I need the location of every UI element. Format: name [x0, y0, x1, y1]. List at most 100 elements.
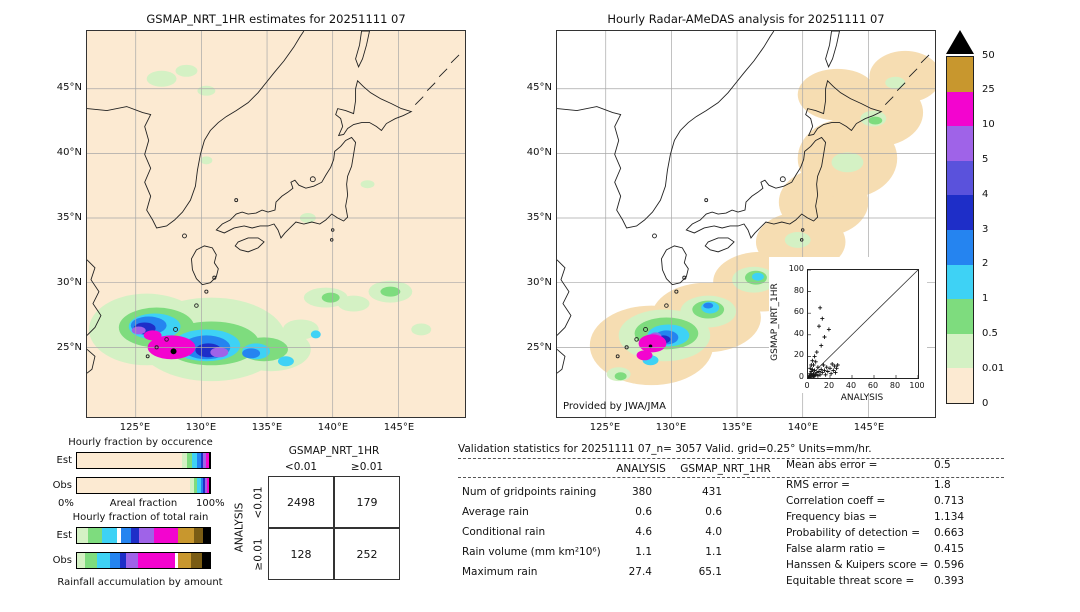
contingency-cell: 252 — [334, 528, 400, 580]
lon-tick-label: 135°E — [251, 422, 283, 433]
inset-x-tick: 40 — [845, 381, 857, 390]
bar-segment — [192, 453, 197, 468]
colorbar-label: 0.01 — [982, 363, 1005, 374]
validation-gsmap-value: 65.1 — [698, 566, 722, 578]
score-line: Frequency bias = 1.134 — [786, 511, 964, 524]
score-line: Mean abs error = 0.5 — [786, 459, 951, 472]
colorbar-label: 5 — [982, 154, 989, 165]
bar-segment — [191, 553, 202, 568]
score-label: False alarm ratio = — [786, 543, 886, 555]
validation-row-label: Maximum rain — [462, 566, 538, 578]
row-label-obs: Obs — [52, 555, 72, 566]
accumulation-axis-label: Rainfall accumulation by amount — [57, 577, 223, 588]
inset-y-tick: 60 — [793, 307, 804, 316]
inset-ylabel: GSMAP_NRT_1HR — [770, 283, 780, 361]
score-value: 0.415 — [934, 543, 965, 555]
lat-tick-label: 45°N — [526, 82, 552, 93]
score-value: 0.713 — [934, 495, 965, 507]
contingency-cell: 128 — [268, 528, 334, 580]
radar-map-title: Hourly Radar-AMeDAS analysis for 2025111… — [607, 12, 885, 26]
occurrence-bar-obs — [76, 477, 211, 494]
lat-tick-label: 40°N — [56, 147, 82, 158]
colorbar-overflow-triangle — [946, 30, 974, 54]
bar-segment — [208, 453, 210, 468]
bar-segment — [200, 453, 204, 468]
contingency-row-header: ANALYSIS — [233, 502, 246, 553]
bar-segment — [77, 453, 183, 468]
bar-segment — [209, 478, 210, 493]
lat-tick-label: 35°N — [56, 212, 82, 223]
colorbar-swatch — [947, 57, 973, 92]
contingency-cell: 2498 — [268, 476, 334, 528]
radar-map-canvas — [557, 31, 935, 417]
occurrence-bar-est — [76, 452, 211, 469]
lon-tick-label: 130°E — [185, 422, 217, 433]
colorbar-swatch — [947, 160, 973, 196]
gsmap-map — [86, 30, 466, 418]
score-line: Equitable threat score = 0.393 — [786, 575, 964, 588]
score-line: Correlation coeff = 0.713 — [786, 495, 964, 508]
inset-x-tick: 0 — [804, 381, 810, 390]
gsmap-precip-blobs — [88, 64, 432, 382]
scatter-diagonal-line — [807, 269, 919, 379]
colorbar-label: 1 — [982, 293, 989, 304]
row-label-obs: Obs — [52, 480, 72, 491]
scatter-inset — [806, 269, 919, 380]
bar-segment — [126, 553, 139, 568]
score-line: Hanssen & Kuipers score = 0.596 — [786, 559, 964, 572]
bar-segment — [203, 453, 206, 468]
inset-y-tick: 80 — [793, 286, 804, 295]
radar-precip-blobs — [589, 50, 935, 386]
lon-tick-label: 145°E — [383, 422, 415, 433]
colorbar-swatch — [947, 368, 973, 403]
inset-y-tick: 40 — [793, 329, 804, 338]
lat-tick-label: 25°N — [526, 342, 552, 353]
bar-segment — [208, 478, 210, 493]
score-label: Hanssen & Kuipers score = — [786, 559, 929, 571]
bar-segment — [190, 478, 195, 493]
bar-segment — [200, 478, 204, 493]
score-value: 0.393 — [934, 575, 965, 587]
score-label: RMS error = — [786, 479, 850, 491]
bar-segment — [205, 453, 209, 468]
score-value: 0.663 — [934, 527, 965, 539]
bar-segment — [77, 478, 191, 493]
row-label-est: Est — [56, 530, 72, 541]
colorbar-label: 50 — [982, 50, 995, 61]
bar-segment — [77, 553, 85, 568]
colorbar-label: 10 — [982, 119, 995, 130]
bar-segment — [203, 478, 205, 493]
validation-col-gsmap: GSMAP_NRT_1HR — [680, 463, 771, 475]
validation-col-analysis: ANALYSIS — [616, 463, 666, 475]
coastlines — [87, 31, 460, 374]
colorbar-swatch — [947, 126, 973, 161]
validation-row-label: Conditional rain — [462, 526, 546, 538]
bar-segment — [110, 553, 120, 568]
bar-segment — [197, 478, 201, 493]
score-label: Equitable threat score = — [786, 575, 915, 587]
colorbar-label: 4 — [982, 189, 989, 200]
grid-lines — [87, 31, 465, 417]
bar-segment — [178, 553, 192, 568]
bar-segment — [175, 553, 179, 568]
colorbar-label: 3 — [982, 224, 989, 235]
gsmap-map-canvas — [87, 31, 465, 417]
validation-analysis-value: 0.6 — [635, 506, 652, 518]
bar-segment — [206, 478, 209, 493]
lon-tick-label: 135°E — [721, 422, 753, 433]
score-value: 1.8 — [934, 479, 951, 491]
score-line: RMS error = 1.8 — [786, 479, 951, 492]
bar-segment — [139, 528, 155, 543]
inset-x-tick: 60 — [867, 381, 879, 390]
contingency-row-label: <0.01 — [252, 486, 265, 519]
bar-segment — [84, 553, 97, 568]
validation-analysis-value: 1.1 — [635, 546, 652, 558]
inset-xlabel: ANALYSIS — [840, 393, 884, 403]
validation-gsmap-value: 4.0 — [705, 526, 722, 538]
bar-segment — [194, 478, 198, 493]
validation-gsmap-value: 0.6 — [705, 506, 722, 518]
totalrain-bar-est — [76, 527, 211, 544]
validation-row-label: Average rain — [462, 506, 529, 518]
inset-x-tick: 80 — [889, 381, 901, 390]
colorbar-swatch — [947, 333, 973, 369]
